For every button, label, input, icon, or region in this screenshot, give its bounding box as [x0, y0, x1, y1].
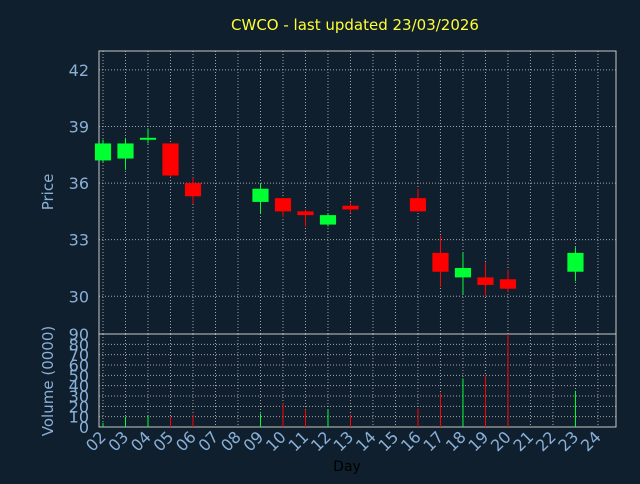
candle-body	[274, 198, 292, 212]
chart-title: CWCO - last updated 23/03/2026	[231, 16, 479, 34]
candle-body	[567, 252, 584, 272]
candle-body	[297, 211, 314, 216]
candle-body	[499, 279, 517, 289]
candle-body	[117, 143, 134, 159]
price-tick-label: 33	[69, 231, 89, 250]
volume-tick-label: 80	[69, 335, 89, 354]
volume-tick-label: 10	[69, 408, 89, 427]
x-axis-label: Day	[333, 459, 361, 475]
candle-body	[94, 143, 112, 161]
price-tick-label: 30	[69, 287, 89, 306]
price-tick-label: 42	[69, 61, 89, 80]
volume-tick-label: 90	[69, 325, 89, 344]
price-tick-label: 39	[69, 117, 89, 136]
candle-body	[184, 183, 202, 197]
volume-tick-label: 50	[69, 366, 89, 385]
candle-body	[139, 137, 157, 140]
volume-axis-label: Volume (0000)	[39, 326, 57, 436]
candle-body	[342, 205, 359, 210]
candle-body	[454, 267, 472, 278]
candle-body	[477, 277, 494, 285]
volume-tick-label: 70	[69, 346, 89, 365]
candle-body	[252, 188, 269, 202]
candle-body	[432, 252, 449, 272]
volume-frame	[98, 333, 617, 428]
volume-tick-label: 60	[69, 356, 89, 375]
candle-body	[162, 143, 179, 176]
candle-body	[409, 198, 427, 212]
volume-tick-label: 0	[79, 418, 89, 437]
volume-tick-label: 20	[69, 397, 89, 416]
price-tick-label: 36	[69, 174, 89, 193]
candle-body	[319, 215, 337, 225]
price-axis-label: Price	[39, 174, 57, 211]
volume-tick-label: 30	[69, 387, 89, 406]
volume-tick-label: 40	[69, 377, 89, 396]
